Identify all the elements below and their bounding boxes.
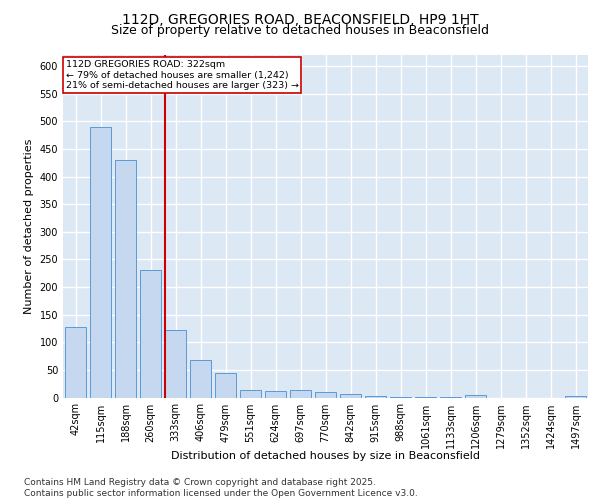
Bar bbox=[290, 390, 311, 398]
Bar bbox=[190, 360, 211, 398]
Bar bbox=[440, 397, 461, 398]
Text: Size of property relative to detached houses in Beaconsfield: Size of property relative to detached ho… bbox=[111, 24, 489, 37]
Bar bbox=[565, 396, 586, 398]
Text: 112D, GREGORIES ROAD, BEACONSFIELD, HP9 1HT: 112D, GREGORIES ROAD, BEACONSFIELD, HP9 … bbox=[122, 12, 478, 26]
X-axis label: Distribution of detached houses by size in Beaconsfield: Distribution of detached houses by size … bbox=[171, 450, 480, 460]
Bar bbox=[65, 328, 86, 398]
Bar bbox=[365, 396, 386, 398]
Bar bbox=[240, 390, 261, 398]
Bar bbox=[90, 127, 111, 398]
Bar bbox=[115, 160, 136, 398]
Y-axis label: Number of detached properties: Number of detached properties bbox=[24, 138, 34, 314]
Text: Contains HM Land Registry data © Crown copyright and database right 2025.
Contai: Contains HM Land Registry data © Crown c… bbox=[24, 478, 418, 498]
Bar bbox=[215, 373, 236, 398]
Bar bbox=[140, 270, 161, 398]
Text: 112D GREGORIES ROAD: 322sqm
← 79% of detached houses are smaller (1,242)
21% of : 112D GREGORIES ROAD: 322sqm ← 79% of det… bbox=[65, 60, 299, 90]
Bar bbox=[415, 397, 436, 398]
Bar bbox=[465, 394, 486, 398]
Bar bbox=[340, 394, 361, 398]
Bar bbox=[265, 391, 286, 398]
Bar bbox=[390, 397, 411, 398]
Bar bbox=[165, 330, 186, 398]
Bar bbox=[315, 392, 336, 398]
